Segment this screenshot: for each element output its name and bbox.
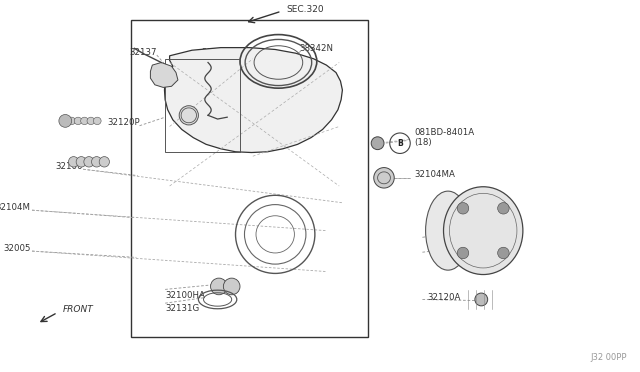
Text: 32814E: 32814E (428, 229, 461, 238)
Ellipse shape (87, 117, 95, 125)
Ellipse shape (444, 187, 523, 275)
Ellipse shape (99, 157, 109, 167)
Ellipse shape (68, 117, 76, 125)
Text: 32104MA: 32104MA (415, 170, 456, 179)
Circle shape (457, 247, 468, 259)
Text: FRONT: FRONT (63, 305, 93, 314)
Ellipse shape (84, 157, 94, 167)
Circle shape (223, 278, 240, 295)
Ellipse shape (81, 117, 88, 125)
Ellipse shape (76, 157, 86, 167)
Text: 32131G: 32131G (165, 304, 200, 313)
Circle shape (179, 106, 198, 125)
Text: 32120P: 32120P (107, 118, 140, 127)
Text: SEC.320: SEC.320 (287, 5, 324, 14)
Text: 38352Z: 38352Z (202, 48, 235, 57)
Circle shape (498, 202, 509, 214)
Ellipse shape (68, 157, 79, 167)
Text: 32005: 32005 (3, 244, 31, 253)
Circle shape (475, 293, 488, 306)
Text: 32100: 32100 (56, 162, 83, 171)
Circle shape (371, 137, 384, 150)
Text: J32 00PP: J32 00PP (591, 353, 627, 362)
Circle shape (211, 278, 227, 295)
Text: 32120A: 32120A (428, 293, 461, 302)
Circle shape (59, 115, 72, 127)
Ellipse shape (93, 117, 101, 125)
Circle shape (457, 202, 468, 214)
Text: 32100H: 32100H (428, 244, 461, 253)
Ellipse shape (92, 157, 102, 167)
Ellipse shape (74, 117, 82, 125)
Text: B: B (397, 139, 403, 148)
Text: 32100HA: 32100HA (165, 291, 205, 300)
Polygon shape (150, 62, 178, 87)
Text: 32104M: 32104M (0, 203, 31, 212)
Polygon shape (164, 48, 342, 153)
Ellipse shape (426, 191, 470, 270)
Circle shape (498, 247, 509, 259)
Text: 081BD-8401A
(18): 081BD-8401A (18) (415, 128, 475, 147)
Circle shape (374, 167, 394, 188)
Text: 32137: 32137 (129, 48, 157, 57)
Text: 38342N: 38342N (300, 44, 333, 53)
